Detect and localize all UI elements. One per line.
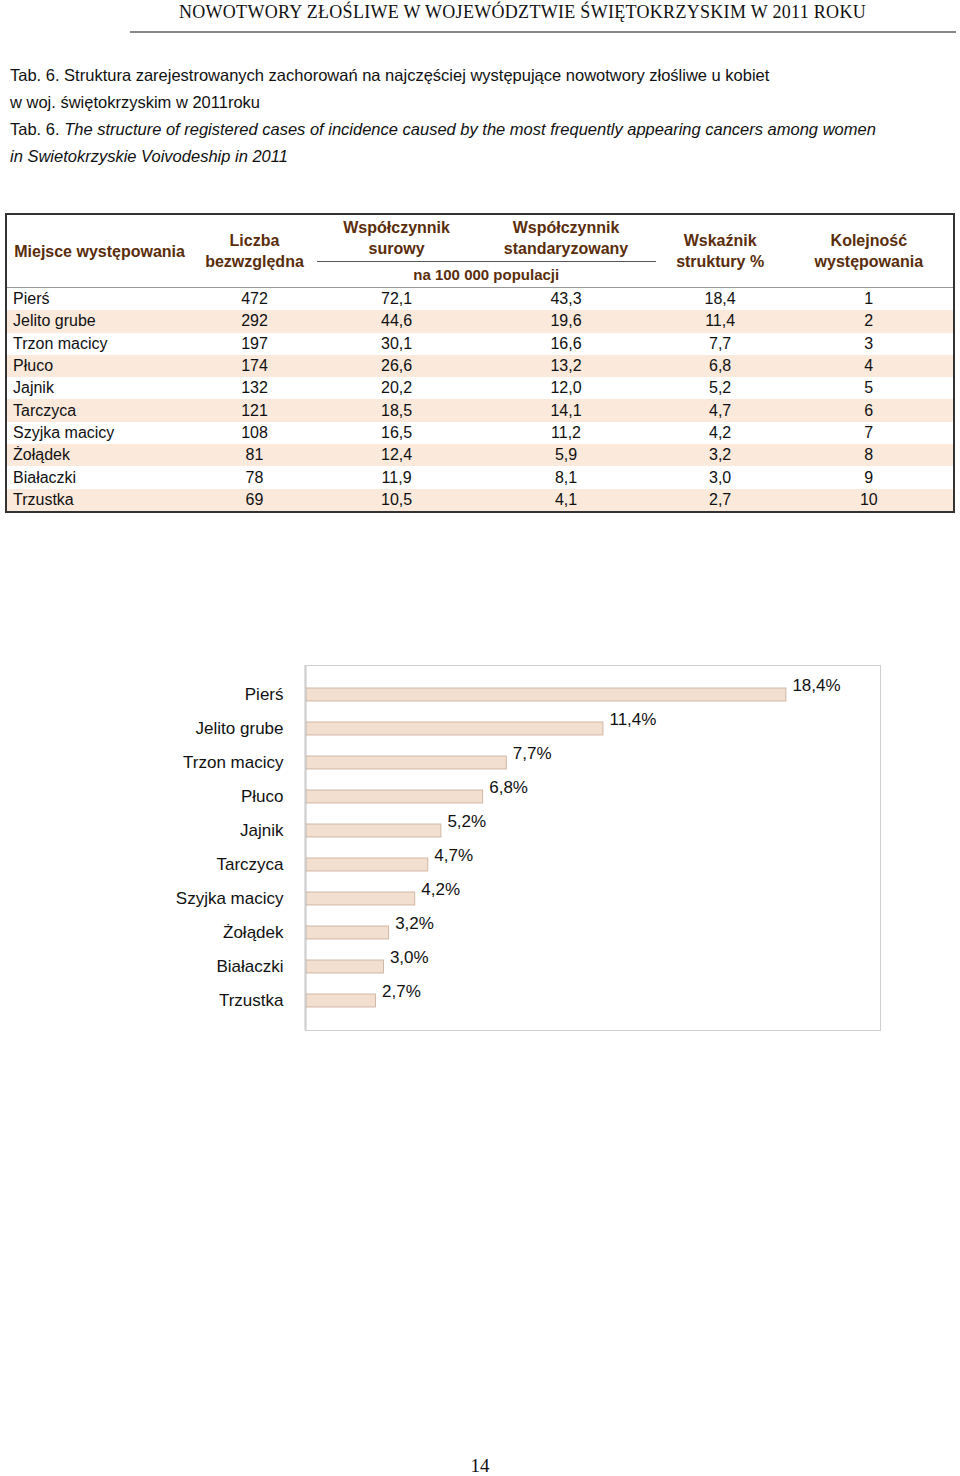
html-text:Jelito grube: Jelito grube <box>13 312 96 330</box>
html-text:NOWOTWORY ZŁOŚLIWE W WOJEWÓDZT: NOWOTWORY ZŁOŚLIWE W WOJEWÓDZTWIE ŚWIĘTO… <box>178 2 866 22</box>
svg-text:Trzon macicy: Trzon macicy <box>183 753 284 772</box>
html-text:6,8: 6,8 <box>709 357 732 374</box>
svg-text:Pierś: Pierś <box>245 685 284 704</box>
html-text:472: 472 <box>241 290 268 308</box>
svg-text:6,8%: 6,8% <box>489 778 528 797</box>
html-text:5,2: 5,2 <box>709 379 732 397</box>
html-text:Tab. 6. The structure of regis: Tab. 6. The structure of registered case… <box>10 120 876 138</box>
html-text:12,0: 12,0 <box>550 379 582 397</box>
html-text:4,1: 4,1 <box>554 490 578 508</box>
html-text:1: 1 <box>864 290 874 308</box>
html-text:14,1: 14,1 <box>550 401 582 419</box>
html-text:Trzon macicy: Trzon macicy <box>13 334 108 352</box>
html-text:Trzustka: Trzustka <box>13 490 74 508</box>
html-text:11,4: 11,4 <box>705 312 736 330</box>
html-text:12,4: 12,4 <box>381 446 413 464</box>
svg-text:Trzustka: Trzustka <box>219 991 284 1010</box>
html-text:5,9: 5,9 <box>554 446 578 464</box>
html-text:14: 14 <box>470 1455 490 1476</box>
html-text:20,2: 20,2 <box>381 379 413 397</box>
svg-text:11,4%: 11,4% <box>609 710 656 729</box>
html-text:44,6: 44,6 <box>381 312 413 330</box>
html-text:16,5: 16,5 <box>381 423 413 441</box>
html-text:3,2: 3,2 <box>709 446 732 464</box>
svg-text:Jajnik: Jajnik <box>240 821 284 840</box>
html-text:Współczynnik surowy: Współczynnik surowy <box>343 219 450 257</box>
html-text:Białaczki: Białaczki <box>13 468 77 486</box>
svg-text:Jelito grube: Jelito grube <box>196 719 284 738</box>
svg-text:Płuco: Płuco <box>241 787 284 806</box>
svg-text:2,7%: 2,7% <box>382 982 421 1001</box>
svg-text:7,7%: 7,7% <box>513 744 552 763</box>
html-text:8: 8 <box>864 446 874 464</box>
svg-text:3,2%: 3,2% <box>395 914 434 933</box>
html-text:197: 197 <box>241 334 268 352</box>
html-text:3: 3 <box>864 334 874 352</box>
html-text:121: 121 <box>241 401 268 419</box>
svg-text:Szyjka macicy: Szyjka macicy <box>176 889 284 908</box>
html-text:2,7: 2,7 <box>709 490 732 508</box>
html-text:7,7: 7,7 <box>709 334 732 352</box>
html-text:3,0: 3,0 <box>709 468 732 486</box>
svg-text:Białaczki: Białaczki <box>216 957 283 976</box>
html-text:6: 6 <box>864 401 874 419</box>
html-text:Wskaźnik struktury %: Wskaźnik struktury % <box>676 232 765 270</box>
html-text:w woj. świętokrzyskim w 2011ro: w woj. świętokrzyskim w 2011roku <box>10 93 260 111</box>
html-text:18,4: 18,4 <box>704 290 736 308</box>
html-text:78: 78 <box>245 468 264 486</box>
html-text:30,1: 30,1 <box>381 334 413 352</box>
html-text:Szyjka macicy: Szyjka macicy <box>13 423 115 441</box>
html-text:5: 5 <box>864 379 874 397</box>
html-text:43,3: 43,3 <box>550 290 582 308</box>
html-text:7: 7 <box>864 423 874 441</box>
svg-text:4,2%: 4,2% <box>421 880 460 899</box>
html-text:132: 132 <box>241 379 268 397</box>
html-text:10: 10 <box>859 490 878 508</box>
html-text:81: 81 <box>245 446 264 464</box>
html-text:Tab. 6. Struktura zarejestrowa: Tab. 6. Struktura zarejestrowanych zacho… <box>10 66 770 84</box>
html-text:na 100 000 populacji: na 100 000 populacji <box>413 266 560 283</box>
html-text:18,5: 18,5 <box>381 401 413 419</box>
html-text:16,6: 16,6 <box>550 334 582 352</box>
html-text:26,6: 26,6 <box>381 357 413 374</box>
html-text:69: 69 <box>245 490 264 508</box>
html-text:Płuco: Płuco <box>13 357 53 374</box>
html-text:4,2: 4,2 <box>709 423 732 441</box>
html-text:11,2: 11,2 <box>551 423 581 441</box>
svg-text:Tarczyca: Tarczyca <box>216 855 284 874</box>
html-text:Jajnik: Jajnik <box>13 379 54 397</box>
svg-text:Żołądek: Żołądek <box>223 923 284 942</box>
svg-text:5,2%: 5,2% <box>447 812 486 831</box>
html-text:108: 108 <box>241 423 268 441</box>
html-text:174: 174 <box>241 357 268 374</box>
html-text:Kolejność występowania: Kolejność występowania <box>814 232 924 270</box>
html-text:19,6: 19,6 <box>550 312 582 330</box>
html-text:Żołądek: Żołądek <box>13 446 70 464</box>
html-text:in Swietokrzyskie Voivodeship: in Swietokrzyskie Voivodeship in 2011 <box>10 147 288 165</box>
html-text:4,7: 4,7 <box>709 401 732 419</box>
html-text:Współczynnik standaryzowany: Współczynnik standaryzowany <box>503 219 629 257</box>
html-text:292: 292 <box>241 312 268 330</box>
html-text:2: 2 <box>864 312 874 330</box>
html-text:Miejsce występowania: Miejsce występowania <box>14 242 185 260</box>
svg-text:18,4%: 18,4% <box>792 676 840 695</box>
html-text:72,1: 72,1 <box>381 290 413 308</box>
html-text:10,5: 10,5 <box>381 490 413 508</box>
html-text:Pierś: Pierś <box>13 290 50 308</box>
html-text:9: 9 <box>864 468 874 486</box>
html-text:Liczba bezwzględna: Liczba bezwzględna <box>205 232 304 270</box>
html-text:11,9: 11,9 <box>381 468 412 486</box>
html-text:8,1: 8,1 <box>554 468 578 486</box>
svg-text:3,0%: 3,0% <box>390 948 429 967</box>
html-text:4: 4 <box>864 357 874 374</box>
html-text:Tarczyca: Tarczyca <box>13 401 77 419</box>
html-text:13,2: 13,2 <box>550 357 582 374</box>
svg-text:4,7%: 4,7% <box>434 846 473 865</box>
